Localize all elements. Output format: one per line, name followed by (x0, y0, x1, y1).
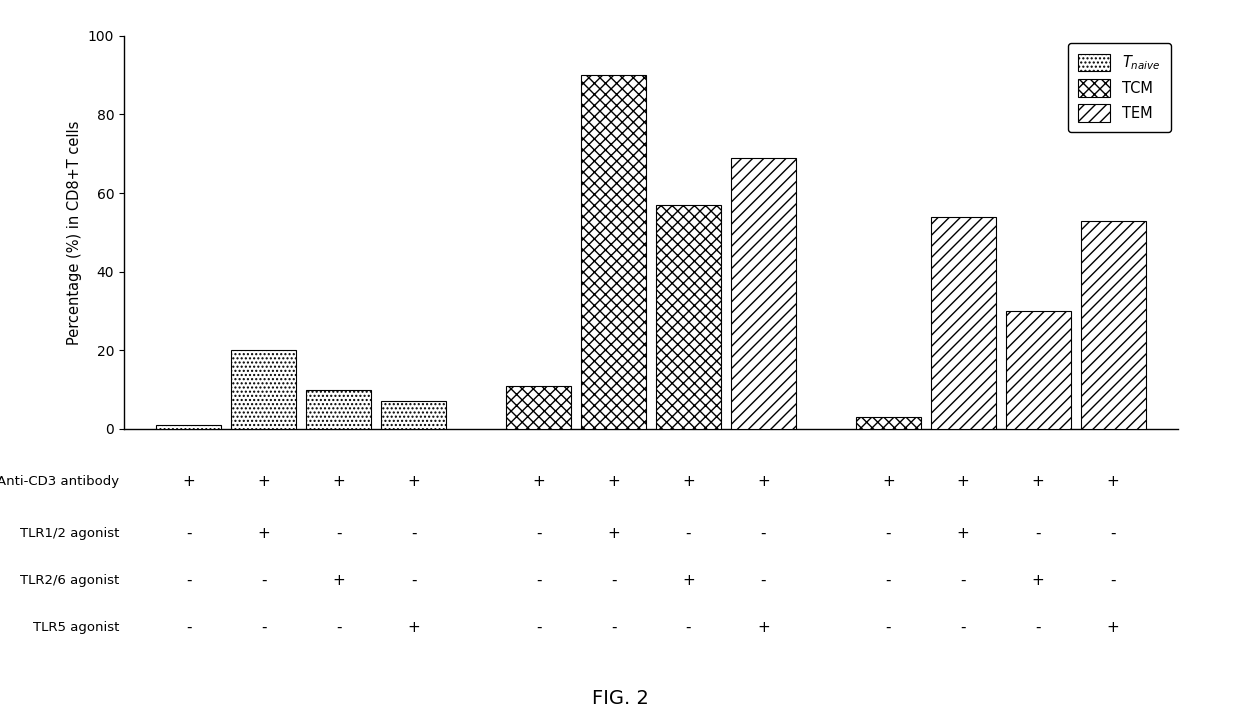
Text: -: - (686, 526, 691, 541)
Text: -: - (961, 621, 966, 635)
Text: -: - (186, 621, 192, 635)
Text: +: + (332, 573, 345, 588)
Bar (506, 386, 572, 429)
Bar (156, 425, 222, 429)
Text: -: - (262, 621, 267, 635)
Text: -: - (186, 573, 192, 588)
Text: +: + (1106, 621, 1120, 635)
Text: +: + (532, 475, 546, 489)
Text: -: - (1035, 526, 1040, 541)
Text: +: + (258, 475, 270, 489)
Text: -: - (410, 526, 417, 541)
Text: -: - (885, 621, 892, 635)
Text: +: + (756, 475, 770, 489)
Bar (232, 350, 296, 429)
Text: TLR2/6 agonist: TLR2/6 agonist (20, 574, 119, 587)
Bar (931, 217, 996, 429)
Bar (1080, 220, 1146, 429)
Text: -: - (536, 621, 542, 635)
Text: +: + (1032, 475, 1044, 489)
Text: +: + (682, 573, 694, 588)
Text: FIG. 2: FIG. 2 (591, 689, 649, 708)
Text: -: - (1110, 573, 1116, 588)
Text: -: - (885, 573, 892, 588)
Text: -: - (336, 526, 341, 541)
Text: -: - (611, 621, 616, 635)
Text: -: - (760, 573, 766, 588)
Text: +: + (756, 621, 770, 635)
Text: -: - (536, 526, 542, 541)
Text: -: - (410, 573, 417, 588)
Text: -: - (186, 526, 192, 541)
Text: +: + (882, 475, 894, 489)
Bar (1006, 311, 1070, 429)
Bar (730, 158, 796, 429)
Text: +: + (957, 526, 970, 541)
Text: +: + (408, 621, 420, 635)
Text: +: + (608, 475, 620, 489)
Text: +: + (682, 475, 694, 489)
Text: +: + (182, 475, 196, 489)
Text: -: - (611, 573, 616, 588)
Text: Anti-CD3 antibody: Anti-CD3 antibody (0, 475, 119, 488)
Bar (656, 204, 720, 429)
Text: -: - (885, 526, 892, 541)
Bar (856, 417, 921, 429)
Text: +: + (608, 526, 620, 541)
Text: +: + (258, 526, 270, 541)
Text: TLR1/2 agonist: TLR1/2 agonist (20, 527, 119, 540)
Y-axis label: Percentage (%) in CD8+T cells: Percentage (%) in CD8+T cells (67, 120, 82, 345)
Text: -: - (262, 573, 267, 588)
Text: -: - (536, 573, 542, 588)
Text: -: - (1035, 621, 1040, 635)
Text: -: - (760, 526, 766, 541)
Text: +: + (957, 475, 970, 489)
Text: -: - (686, 621, 691, 635)
Text: +: + (408, 475, 420, 489)
Text: +: + (332, 475, 345, 489)
Text: -: - (961, 573, 966, 588)
Text: +: + (1032, 573, 1044, 588)
Text: -: - (336, 621, 341, 635)
Text: +: + (1106, 475, 1120, 489)
Bar (582, 75, 646, 429)
Bar (381, 402, 446, 429)
Bar (306, 390, 371, 429)
Text: TLR5 agonist: TLR5 agonist (32, 621, 119, 634)
Legend: $T_{naive}$, TCM, TEM: $T_{naive}$, TCM, TEM (1068, 43, 1171, 132)
Text: -: - (1110, 526, 1116, 541)
